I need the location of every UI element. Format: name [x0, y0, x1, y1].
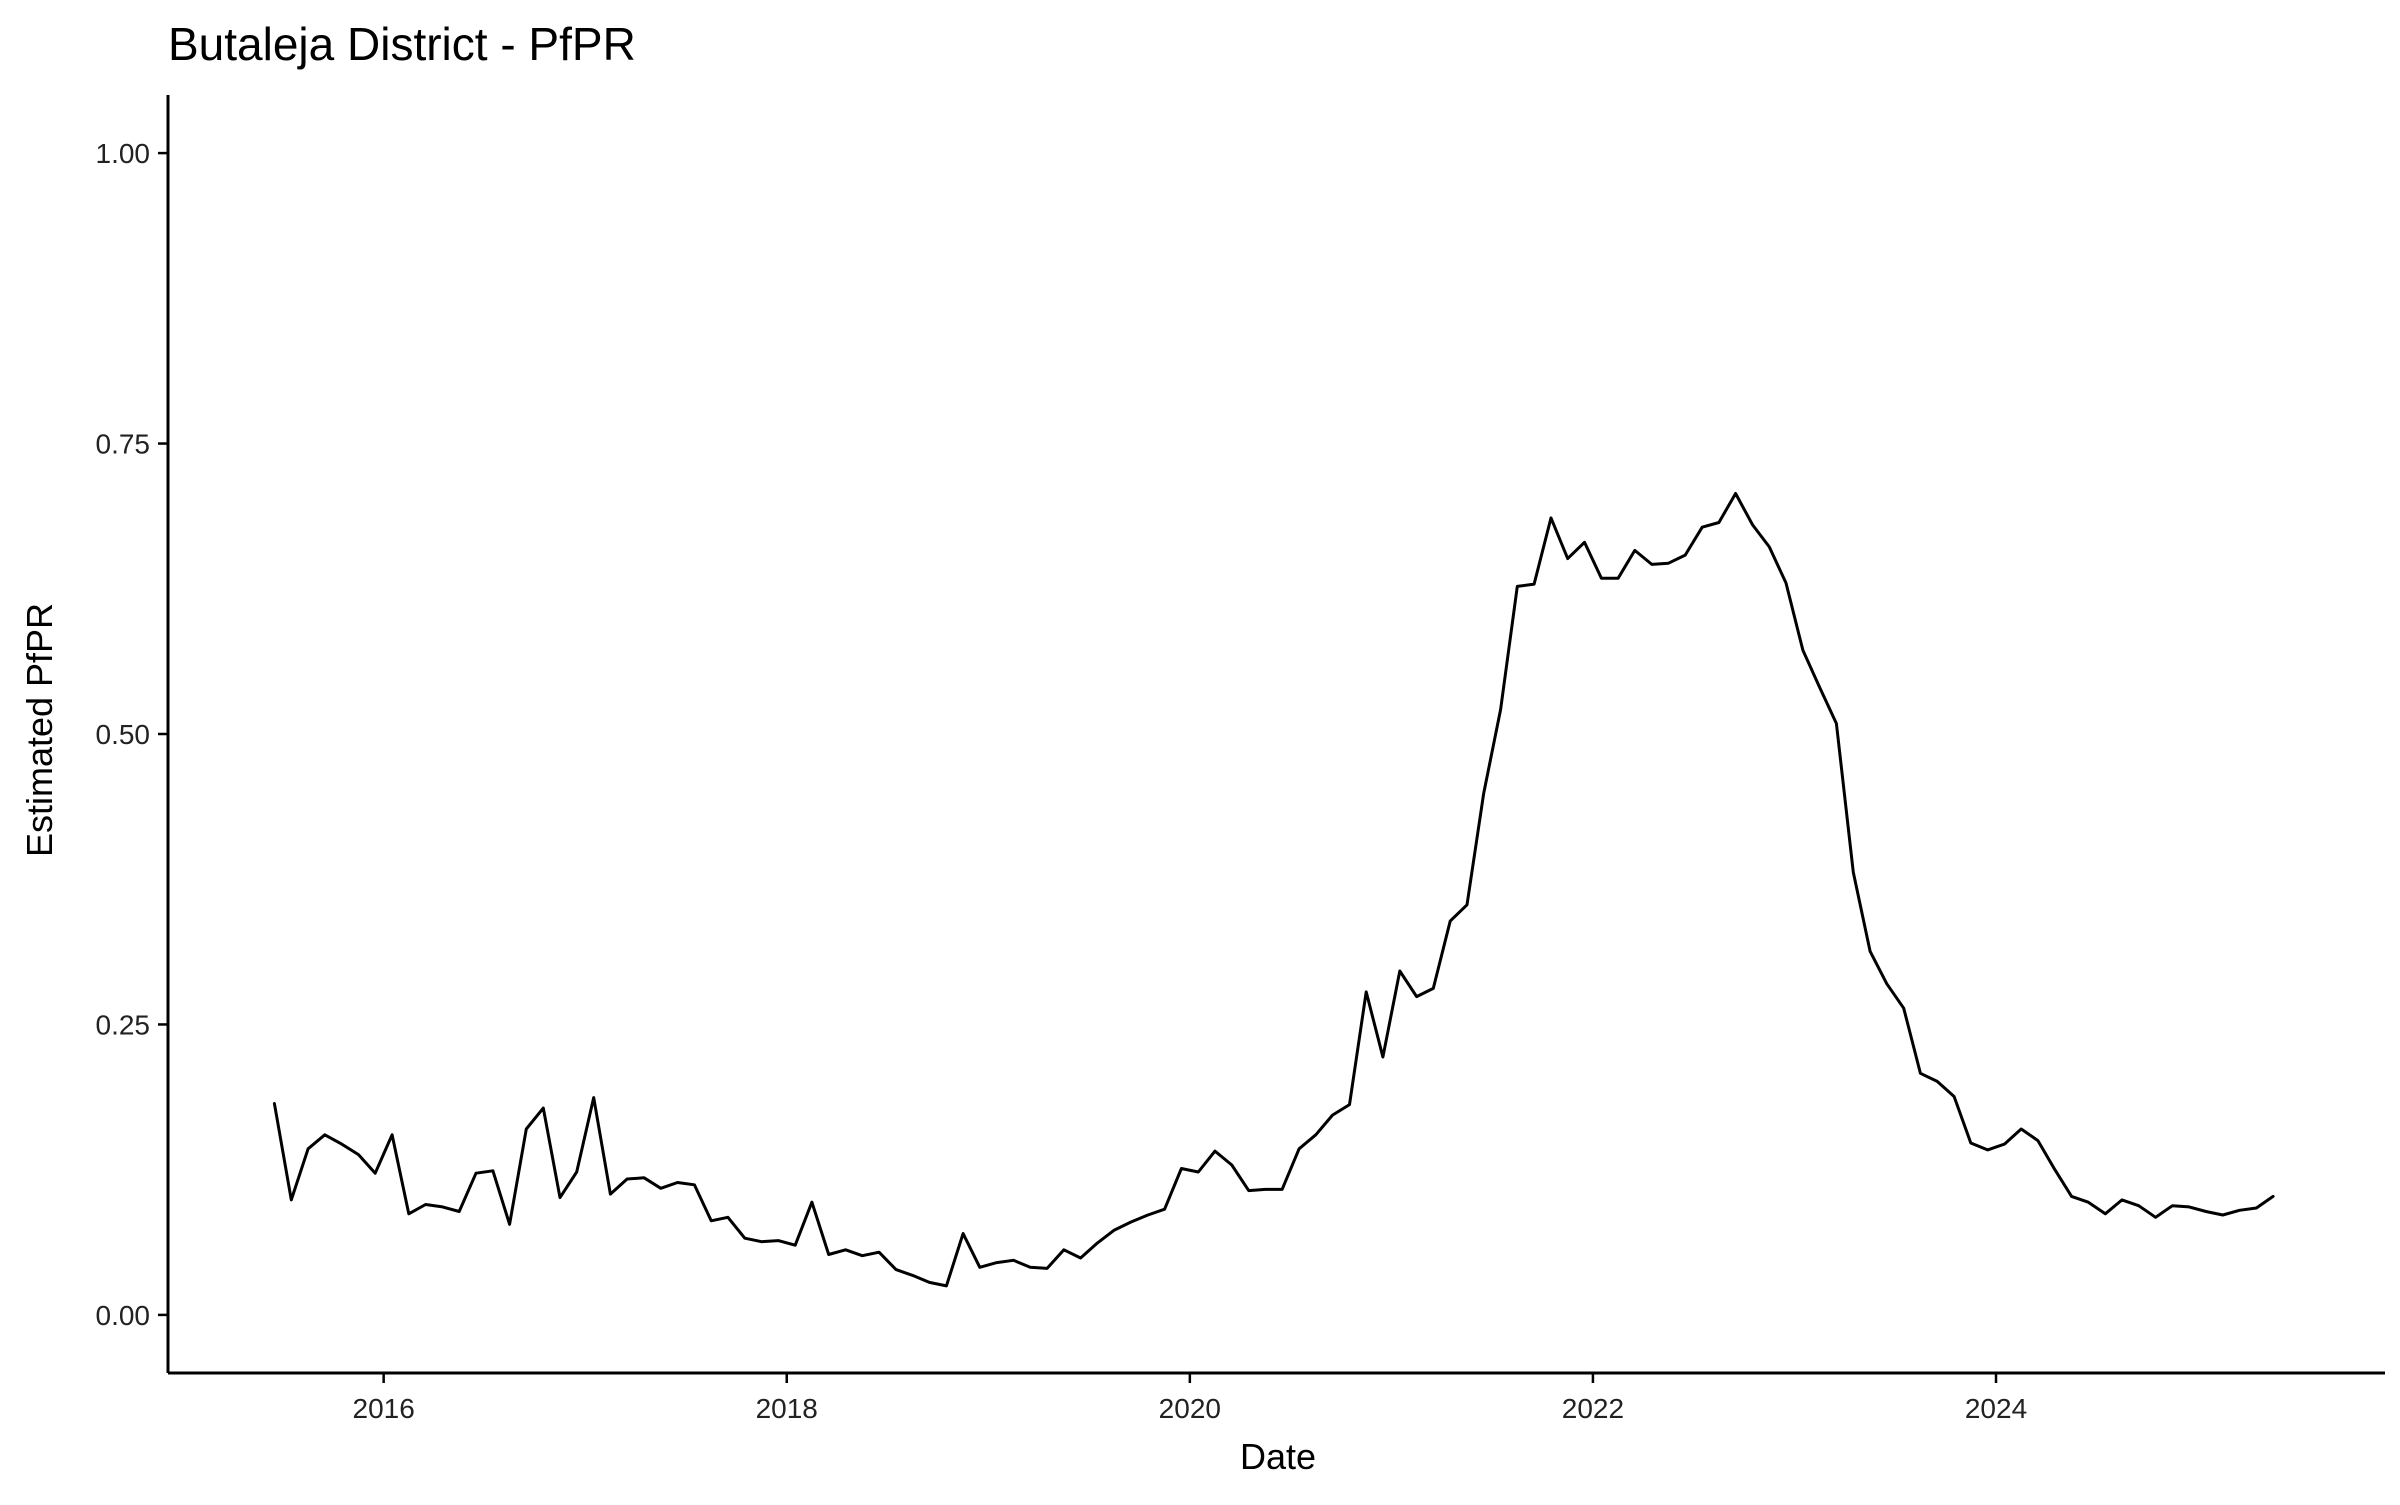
- x-tick-label: 2018: [756, 1393, 818, 1424]
- x-tick-label: 2022: [1562, 1393, 1624, 1424]
- y-axis-title: Estimated PfPR: [19, 603, 60, 857]
- x-axis-title: Date: [1240, 1436, 1316, 1477]
- y-tick-label: 0.50: [96, 719, 151, 750]
- x-tick-label: 2024: [1965, 1393, 2027, 1424]
- y-tick-label: 0.75: [96, 429, 151, 460]
- series-line: [272, 492, 2275, 1288]
- y-tick-label: 1.00: [96, 138, 151, 169]
- x-tick-label: 2020: [1159, 1393, 1221, 1424]
- x-tick-label: 2016: [353, 1393, 415, 1424]
- plot-area: [272, 492, 2275, 1288]
- y-tick-label: 0.25: [96, 1009, 151, 1040]
- axes: 0.00 0.25 0.50 0.75 1.00 2016 2018 2020 2022 2024: [96, 95, 2385, 1424]
- chart-title: Butaleja District - PfPR: [168, 18, 636, 70]
- y-tick-label: 0.00: [96, 1300, 151, 1331]
